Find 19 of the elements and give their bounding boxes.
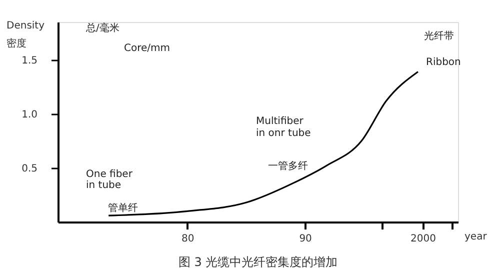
y-tick-label: 1.5: [22, 55, 38, 66]
annotation: in onr tube: [256, 128, 311, 139]
annotation: 一管多纤: [268, 160, 308, 172]
x-tick-label: 80: [182, 234, 194, 244]
annotation: in tube: [86, 180, 122, 191]
annotation: 总/毫米: [85, 22, 120, 34]
y-tick-label: 0.5: [22, 163, 38, 174]
annotation: 管单纤: [108, 202, 138, 214]
x-axis-title: year: [464, 232, 488, 242]
x-tick-label: 90: [299, 234, 312, 244]
annotation: 光纤带: [424, 30, 454, 42]
annotation: Core/mm: [124, 43, 170, 54]
annotation: Multifiber: [256, 116, 304, 127]
annotation: One fiber: [86, 169, 134, 180]
annotation: Ribbon: [426, 57, 461, 68]
y-axis-title: Density 密度: [6, 20, 45, 50]
text: 图 3 光缆中光纤密集度的增加: [178, 255, 338, 269]
y-tick-label: 1.0: [22, 109, 38, 120]
x-tick-label: 2000: [410, 234, 436, 244]
